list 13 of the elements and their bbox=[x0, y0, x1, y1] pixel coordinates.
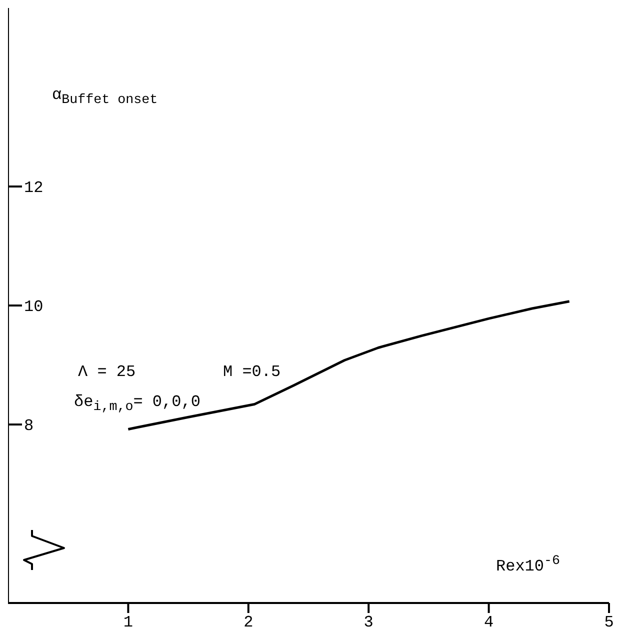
y-axis-title: α$_{Buffet onset}$ bbox=[52, 86, 158, 108]
x-tick-label: 4 bbox=[484, 613, 494, 632]
x-tick-label: 2 bbox=[244, 613, 254, 632]
y-tick-label: 12 bbox=[24, 179, 44, 198]
annotation: δe$_{i,m,o}$= 0,0,0 bbox=[74, 393, 200, 416]
annotation: M =0.5 bbox=[223, 363, 281, 381]
x-axis-title: Rex10$^{-6}$ bbox=[496, 554, 560, 576]
annotation: Λ = 25 bbox=[78, 363, 136, 381]
x-tick-label: 5 bbox=[604, 613, 614, 632]
y-tick-label: 8 bbox=[24, 417, 34, 436]
y-tick-label: 10 bbox=[24, 298, 44, 316]
x-tick-label: 3 bbox=[364, 613, 374, 632]
x-tick-label: 1 bbox=[123, 613, 134, 632]
